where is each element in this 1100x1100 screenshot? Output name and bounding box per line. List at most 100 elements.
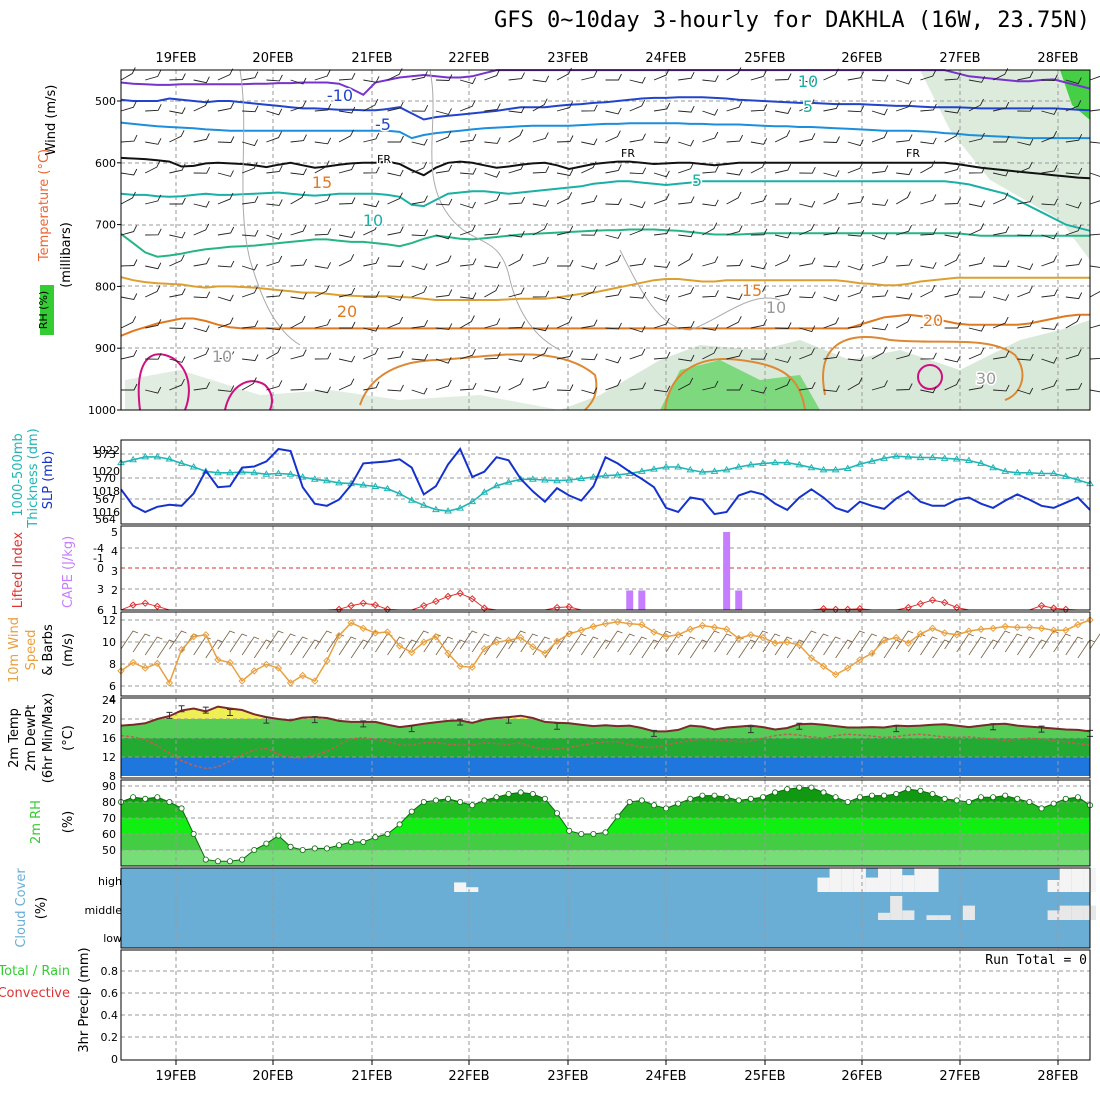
cloud-high-cell (902, 875, 915, 892)
wind-barb (1041, 130, 1058, 143)
wind-barb (944, 197, 962, 205)
cape-tick: 3 (111, 565, 118, 578)
date-axis: 19FEB 19FEB 20FEB 20FEB 21FEB 21FEB 22FEB 22FEB… (155, 51, 1078, 1084)
wind-barb (242, 320, 259, 329)
li-tick: 3 (97, 583, 104, 596)
wind-barb (193, 381, 211, 391)
series-slp (120, 447, 1091, 516)
wind-barb (338, 106, 356, 114)
wind-barb (411, 71, 428, 81)
wind-barb (290, 292, 307, 300)
wind-barb (290, 383, 308, 391)
wind-barb-10m (798, 630, 817, 650)
wind-barb (774, 356, 792, 363)
wind-barb (726, 316, 742, 329)
contour-label: -10 (327, 86, 353, 105)
wind-barb (532, 290, 550, 298)
wind-barb-10m (605, 630, 623, 650)
thickness-point (383, 484, 392, 492)
wind-barb (726, 259, 744, 267)
wind-barb (556, 169, 574, 177)
wind-barb-10m (314, 630, 332, 650)
thickness-point (698, 468, 707, 475)
thickness-point (407, 496, 416, 503)
wind-speed-point (432, 632, 440, 641)
wind-barb (435, 379, 452, 391)
wind-barb (508, 72, 525, 81)
li-tick: 6 (97, 604, 104, 617)
wind-barb (1065, 315, 1081, 329)
wind-speed-point (868, 649, 876, 658)
thickness-point (710, 467, 719, 474)
rh-band-3 (121, 802, 1090, 818)
wind-barb (314, 352, 332, 360)
thickness-point (964, 456, 973, 463)
li-point (844, 605, 852, 614)
wind-barb (145, 386, 162, 394)
wind-speed-point (214, 656, 222, 664)
cloud-middle-cell (926, 915, 939, 920)
cloud-tick: high (98, 875, 122, 888)
wind-speed-point (371, 629, 380, 637)
wind-barb (169, 107, 186, 115)
wind-barb (169, 197, 186, 205)
wind-barb (653, 385, 671, 393)
wind-barb (823, 260, 840, 268)
wind-barb (290, 100, 307, 112)
wind-barb (1017, 229, 1034, 237)
wind-barb-10m (811, 633, 829, 653)
wind-speed-point (1013, 623, 1022, 632)
cloud-high-cell (865, 877, 879, 892)
date-label-bottom: 28FEB (1037, 1069, 1078, 1084)
wind-barb (799, 133, 816, 143)
wind-barb (120, 191, 136, 205)
wind-barb (484, 103, 501, 112)
rh-point (336, 842, 343, 849)
wind-barb (120, 316, 137, 329)
wind-barb (1089, 233, 1100, 236)
date-label-bottom: 27FEB (939, 1069, 980, 1084)
wind-speed-point (771, 639, 779, 647)
wind-barb (460, 258, 477, 267)
wind-barb (1041, 323, 1058, 330)
rh-tick: 60 (102, 828, 116, 841)
wind-barb (1065, 382, 1083, 391)
ylabel-wind10m-3: & Barbs (41, 624, 56, 676)
wind-barb-10m (290, 636, 308, 656)
wind-barb (363, 257, 380, 267)
rh-point (469, 802, 476, 809)
wind-barb (314, 137, 332, 145)
wind-barb (387, 169, 404, 177)
wind-barb (629, 224, 646, 236)
wind-barb (338, 378, 355, 391)
frame-temp (120, 697, 1091, 779)
rh-point (977, 794, 984, 801)
wind-speed-point (456, 662, 464, 670)
rh-point (529, 791, 536, 798)
thickness-point (226, 468, 234, 476)
thickness-point (662, 463, 670, 470)
wind-speed-point (1086, 616, 1094, 624)
wind-tick: 4 (109, 693, 116, 706)
wind-barb (387, 226, 404, 236)
date-label-bottom: 26FEB (841, 1069, 882, 1084)
ylabel-rh2m-unit: (%) (61, 811, 76, 834)
contour-25-mid (664, 358, 806, 411)
wind-barb (677, 377, 694, 391)
wind-barb-10m (520, 633, 538, 653)
wind-barb (653, 227, 671, 236)
cloud-middle-cell (878, 912, 891, 920)
wind-barb (290, 168, 307, 176)
cloud-high-cell (926, 868, 939, 892)
wind-barb (242, 195, 259, 205)
wind-barb (629, 76, 646, 84)
cape-bar (626, 590, 634, 610)
rh-point (384, 831, 391, 838)
temp-max-marker (1038, 725, 1045, 733)
wind-barb (920, 228, 937, 236)
wind-barb (968, 290, 986, 298)
wind-barb (290, 349, 307, 360)
wind-barb (653, 294, 670, 302)
wind-barb (508, 253, 524, 267)
rh-point (881, 792, 888, 799)
